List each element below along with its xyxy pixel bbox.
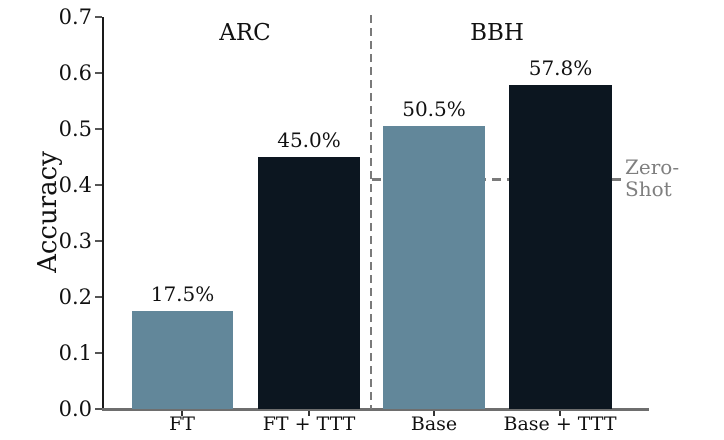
zero-shot-line [372, 177, 622, 181]
bar-base: 50.5% [383, 17, 485, 409]
y-tick-label: 0.6 [58, 61, 92, 85]
y-tick-mark [95, 296, 102, 298]
y-tick-mark [95, 408, 102, 410]
bar-value-label: 45.0% [277, 128, 341, 152]
y-tick-mark [95, 240, 102, 242]
zero-shot-label-line2: Shot [625, 177, 672, 201]
x-label-base-ttt: Base + TTT [503, 413, 617, 435]
zero-shot-label: Zero- Shot [625, 156, 679, 200]
y-tick-mark [95, 72, 102, 74]
x-label-ft-ttt: FT + TTT [262, 413, 356, 435]
y-tick-label: 0.2 [58, 285, 92, 309]
bar-ft: 17.5% [132, 17, 233, 409]
x-tick-base [433, 411, 435, 416]
y-axis-title: Accuracy [33, 151, 63, 273]
bar-value-label: 17.5% [150, 282, 215, 306]
y-tick-mark [95, 352, 102, 354]
bar-ft-ttt: 45.0% [258, 17, 360, 409]
bar-value-label: 57.8% [528, 56, 593, 81]
bar-fill [258, 157, 360, 409]
y-tick-mark [95, 16, 102, 18]
y-tick-label: 0.7 [58, 5, 92, 29]
bar-fill [132, 311, 233, 409]
x-tick-base-ttt [559, 411, 561, 416]
bar-fill [509, 85, 612, 409]
y-axis-spine [102, 17, 104, 411]
x-label-base: Base [410, 413, 458, 435]
zero-shot-label-line1: Zero- [625, 155, 680, 179]
bar-base-ttt: 57.8% [509, 17, 612, 409]
bar-fill [383, 126, 485, 409]
y-tick-mark [95, 184, 102, 186]
y-tick-label: 0.0 [58, 397, 92, 421]
x-axis-spine [102, 408, 649, 411]
y-tick-label: 0.4 [58, 173, 92, 197]
group-title-bbh: BBH [470, 20, 524, 46]
x-tick-ft-ttt [308, 411, 310, 416]
y-tick-label: 0.5 [58, 117, 92, 141]
plot-area: 0.0 0.1 0.2 0.3 0.4 0.5 0.6 0.7 ARC BBH Zero- S… [59, 5, 680, 435]
y-tick-mark [95, 128, 102, 130]
y-tick-label: 0.1 [58, 341, 92, 365]
group-divider-line [370, 15, 372, 409]
x-label-ft: FT [169, 413, 195, 435]
bar-value-label: 50.5% [402, 97, 466, 122]
x-tick-ft [181, 411, 183, 416]
y-tick-label: 0.3 [58, 229, 92, 253]
group-title-arc: ARC [219, 20, 271, 46]
